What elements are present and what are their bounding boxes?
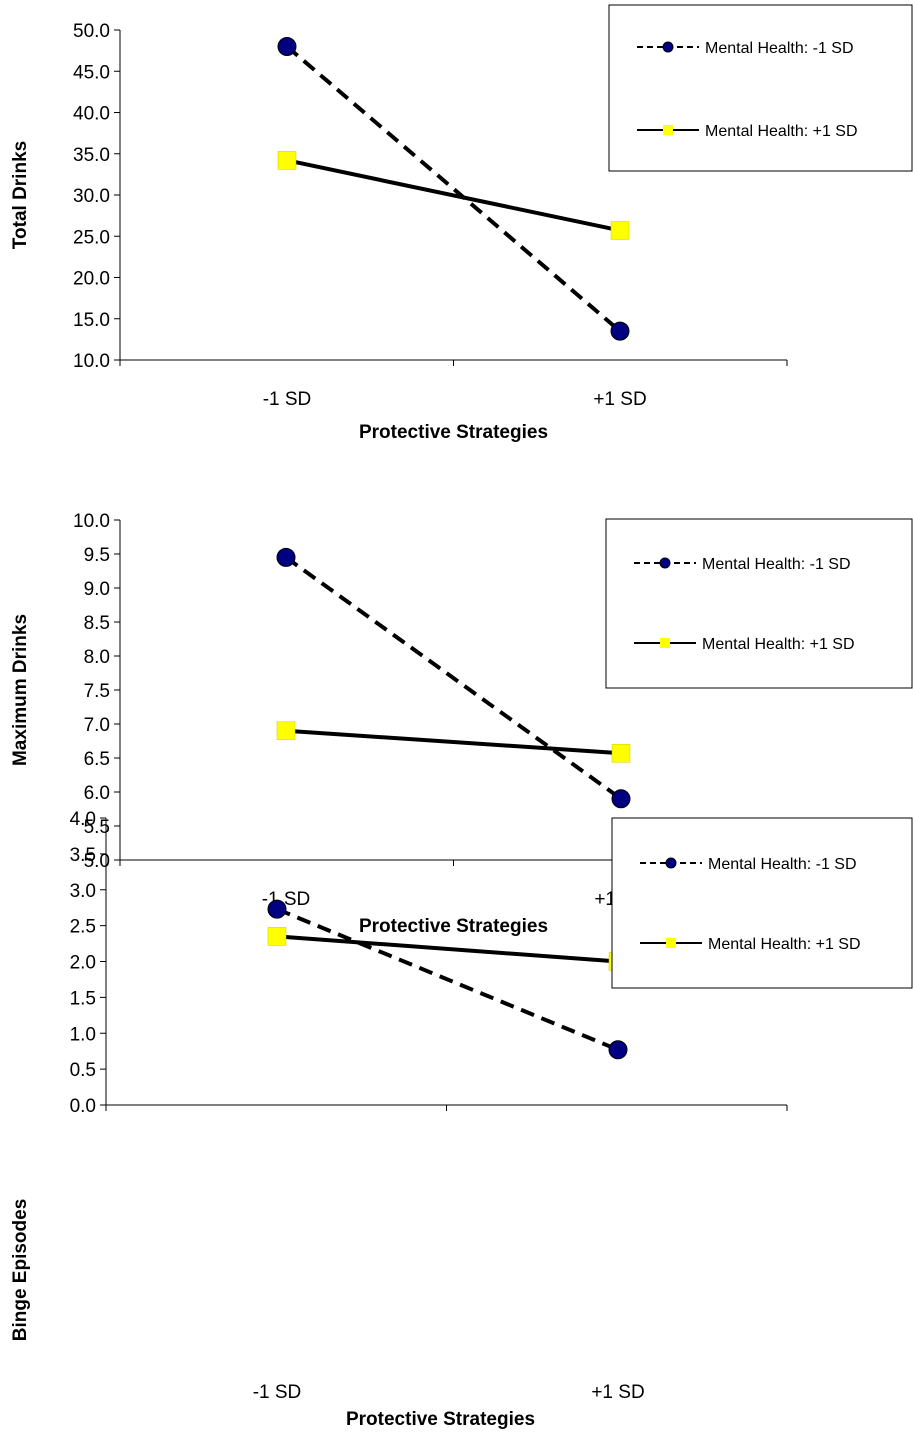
legend: Mental Health: -1 SD Mental Health: +1 SD — [605, 518, 913, 689]
x-axis-title: Protective Strategies — [359, 916, 548, 937]
series-point-2 — [276, 721, 296, 741]
series-point-1 — [610, 321, 630, 341]
y-tick-label: 45.0 — [73, 62, 110, 83]
series-point-1 — [608, 1040, 628, 1060]
series-line-1 — [284, 555, 623, 801]
y-tick-label: 35.0 — [73, 145, 110, 166]
y-tick-label: 25.0 — [73, 227, 110, 248]
legend-label-1: Mental Health: -1 SD — [702, 556, 851, 573]
y-tick-label: 2.0 — [70, 953, 96, 974]
legend-marker-2 — [666, 938, 676, 948]
y-tick-label: 20.0 — [73, 269, 110, 290]
y-tick-label: 0.0 — [70, 1096, 96, 1117]
y-tick-label: 8.5 — [84, 613, 110, 634]
x-tick-label: +1 SD — [593, 389, 646, 410]
chart-panel-2: 5.05.56.06.57.07.58.08.59.09.510.0-1 SD +… — [10, 511, 913, 937]
y-tick-label: 4.0 — [70, 809, 96, 830]
series-line-2 — [286, 158, 621, 233]
x-axis-title: Protective Strategies — [359, 422, 548, 443]
y-tick-label: 10.0 — [73, 511, 110, 532]
x-tick-label: -1 SD — [253, 1382, 302, 1403]
legend-label-2: Mental Health: +1 SD — [708, 936, 861, 953]
legend-marker-1 — [662, 41, 674, 53]
series-line-1 — [285, 44, 622, 333]
series-point-2 — [267, 927, 287, 946]
y-tick-label: 50.0 — [73, 21, 110, 42]
chart-panel-1: 10.0 15.0 20.0 25.0 30.0 35.0 40.0 45.0 50.0 -1 S… — [10, 4, 913, 443]
y-tick-label: 7.0 — [84, 715, 110, 736]
series-point-2 — [611, 743, 631, 763]
y-tick-label: 9.0 — [84, 579, 110, 600]
y-tick-label: 2.5 — [70, 917, 96, 938]
x-tick-label: -1 SD — [263, 389, 312, 410]
x-axis-title: Protective Strategies — [346, 1409, 535, 1430]
legend-box — [605, 518, 913, 689]
y-tick-label: 3.0 — [70, 881, 96, 902]
x-tick-label: +1 SD — [591, 1382, 644, 1403]
legend-label-1: Mental Health: -1 SD — [705, 40, 854, 57]
series-point-1 — [277, 37, 297, 56]
y-tick-label: 40.0 — [73, 104, 110, 125]
legend: Mental Health: -1 SD Mental Health: +1 SD — [611, 817, 913, 989]
series-line-2 — [276, 934, 619, 964]
series-point-1 — [276, 547, 296, 567]
y-tick-label: 9.5 — [84, 545, 110, 566]
y-tick-label: 15.0 — [73, 310, 110, 331]
series-point-1 — [611, 789, 631, 809]
y-tick-label: 5.0 — [84, 851, 110, 872]
legend-marker-2 — [660, 638, 670, 648]
legend-label-2: Mental Health: +1 SD — [705, 123, 858, 140]
y-tick-label: 6.5 — [84, 749, 110, 770]
legend-marker-1 — [665, 857, 677, 869]
legend-marker-2 — [663, 125, 673, 135]
y-tick-label: 3.5 — [70, 845, 96, 866]
legend: Mental Health: -1 SD Mental Health: +1 SD — [608, 4, 913, 172]
series-point-1 — [267, 899, 287, 919]
y-tick-label: 1.5 — [70, 988, 96, 1009]
series-point-2 — [277, 151, 297, 170]
chart-panel-3: 0.0 0.5 1.0 1.5 2.0 2.5 3.0 3.5 4.0 -1 SD +1 SD Pro… — [10, 809, 913, 1430]
legend-label-1: Mental Health: -1 SD — [708, 856, 857, 873]
legend-box — [608, 4, 913, 172]
legend-box — [611, 817, 913, 989]
y-tick-label: 7.5 — [84, 681, 110, 702]
y-tick-label: 30.0 — [73, 186, 110, 207]
legend-label-2: Mental Health: +1 SD — [702, 636, 855, 653]
y-tick-label: 1.0 — [70, 1024, 96, 1045]
y-axis-title: Binge Episodes — [10, 1199, 31, 1342]
series-point-2 — [610, 221, 630, 240]
legend-marker-1 — [659, 557, 671, 569]
series-line-1 — [276, 907, 619, 1052]
y-tick-label: 6.0 — [84, 783, 110, 804]
y-tick-label: 0.5 — [70, 1060, 96, 1081]
y-tick-label: 8.0 — [84, 647, 110, 668]
series-line-2 — [285, 728, 622, 756]
y-tick-label: 5.5 — [84, 817, 110, 838]
y-tick-label: 10.0 — [73, 351, 110, 372]
y-axis-title: Total Drinks — [10, 141, 31, 249]
y-axis-title: Maximum Drinks — [10, 614, 31, 766]
